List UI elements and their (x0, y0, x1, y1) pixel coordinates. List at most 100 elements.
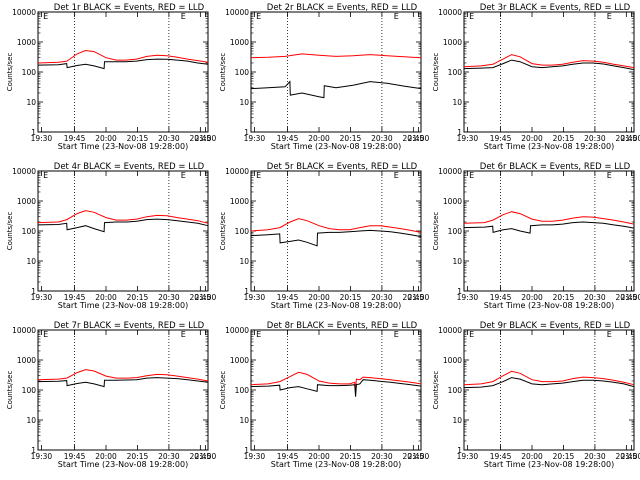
y-axis-label: Counts/sec (219, 212, 227, 251)
x-tick-label: 19:45 (490, 293, 512, 302)
y-tick-label: 10000 (438, 326, 462, 335)
panel-title: Det 6r BLACK = Events, RED = LLD (480, 162, 631, 172)
x-tick-label: 19:30 (244, 293, 266, 302)
y-tick-label: 1000 (17, 356, 36, 365)
panel-title: Det 4r BLACK = Events, RED = LLD (54, 162, 205, 172)
y-tick-label: 10 (26, 416, 36, 425)
y-tick-label: 10 (239, 257, 249, 266)
x-tick-label: 20:15 (127, 452, 149, 461)
x-tick-label: 19:30 (457, 293, 479, 302)
y-tick-label: 1 (31, 446, 36, 455)
y-tick-label: 10000 (12, 8, 36, 17)
series-events (37, 58, 209, 70)
x-tick-label: 20:00 (308, 134, 330, 143)
x-tick-label: 20:45 (616, 452, 638, 461)
series-lld (463, 370, 635, 386)
panel-title: Det 3r BLACK = Events, RED = LLD (480, 3, 631, 13)
e-marker: E (394, 12, 399, 21)
series-lld (463, 54, 635, 69)
x-tick-label: 21:00 (408, 293, 430, 302)
panel-title: Det 9r BLACK = Events, RED = LLD (480, 321, 631, 331)
e-marker: E (43, 171, 48, 180)
y-tick-label: 1 (31, 287, 36, 296)
y-axis-label: Counts/sec (6, 371, 14, 410)
y-tick-label: 10 (452, 257, 462, 266)
e-marker: E (469, 12, 474, 21)
y-tick-label: 1000 (230, 197, 249, 206)
y-tick-label: 1000 (443, 197, 462, 206)
x-tick-label: 20:30 (158, 293, 180, 302)
y-tick-label: 1 (244, 287, 249, 296)
y-tick-label: 1 (244, 128, 249, 137)
x-tick-label: 21:00 (195, 452, 217, 461)
series-events (37, 377, 209, 388)
x-tick-label: 20:15 (127, 293, 149, 302)
series-lld (250, 218, 422, 233)
e-marker: E (607, 12, 612, 21)
e-marker: E (181, 171, 186, 180)
x-tick-label: 19:45 (277, 452, 299, 461)
x-tick-label: 20:00 (521, 452, 543, 461)
e-marker: E (181, 12, 186, 21)
y-axis-label: Counts/sec (219, 53, 227, 92)
x-tick-label: 20:00 (95, 452, 117, 461)
x-axis-label: Start Time (23-Nov-08 19:28:00) (58, 142, 188, 151)
y-tick-label: 1 (457, 128, 462, 137)
x-tick-label: 21:00 (195, 293, 217, 302)
e-marker: E (256, 171, 261, 180)
x-tick-label: 21:00 (408, 452, 430, 461)
x-tick-label: 19:30 (457, 452, 479, 461)
y-axis-label: Counts/sec (219, 371, 227, 410)
series-lld (250, 53, 422, 59)
plot-frame (463, 170, 635, 292)
y-tick-label: 1 (31, 128, 36, 137)
x-tick-label: 21:00 (408, 134, 430, 143)
y-tick-label: 1000 (443, 38, 462, 47)
x-axis-label: Start Time (23-Nov-08 19:28:00) (271, 142, 401, 151)
y-tick-label: 100 (235, 386, 250, 395)
x-tick-label: 19:30 (31, 134, 53, 143)
plot-frame (250, 329, 422, 451)
x-tick-label: 19:45 (64, 452, 86, 461)
x-tick-label: 20:30 (584, 134, 606, 143)
series-lld (37, 210, 209, 224)
x-tick-label: 20:00 (308, 452, 330, 461)
y-tick-label: 10000 (12, 167, 36, 176)
e-marker: E (256, 330, 261, 339)
y-tick-label: 100 (22, 227, 37, 236)
series-events (463, 221, 635, 234)
y-tick-label: 1000 (230, 38, 249, 47)
x-tick-label: 20:30 (158, 134, 180, 143)
x-tick-label: 20:30 (584, 293, 606, 302)
series-events (250, 229, 422, 247)
e-marker: E (43, 12, 48, 21)
x-tick-label: 20:15 (127, 134, 149, 143)
series-events (250, 80, 422, 99)
series-lld (37, 49, 209, 64)
y-tick-label: 10000 (438, 167, 462, 176)
x-tick-label: 21:00 (195, 134, 217, 143)
x-tick-label: 20:00 (521, 293, 543, 302)
e-marker: E (607, 330, 612, 339)
y-tick-label: 1000 (230, 356, 249, 365)
x-tick-label: 20:15 (340, 134, 362, 143)
x-tick-label: 20:00 (95, 293, 117, 302)
y-tick-label: 10 (239, 98, 249, 107)
x-tick-label: 20:00 (521, 134, 543, 143)
x-tick-label: 19:45 (64, 134, 86, 143)
panel-title: Det 5r BLACK = Events, RED = LLD (267, 162, 418, 172)
y-tick-label: 1000 (443, 356, 462, 365)
y-tick-label: 10000 (225, 167, 249, 176)
y-tick-label: 100 (235, 227, 250, 236)
y-axis-label: Counts/sec (432, 371, 440, 410)
plot-frame (250, 11, 422, 133)
plot-frame (37, 329, 209, 451)
e-marker: E (469, 330, 474, 339)
e-marker: E (469, 171, 474, 180)
x-axis-label: Start Time (23-Nov-08 19:28:00) (58, 301, 188, 310)
